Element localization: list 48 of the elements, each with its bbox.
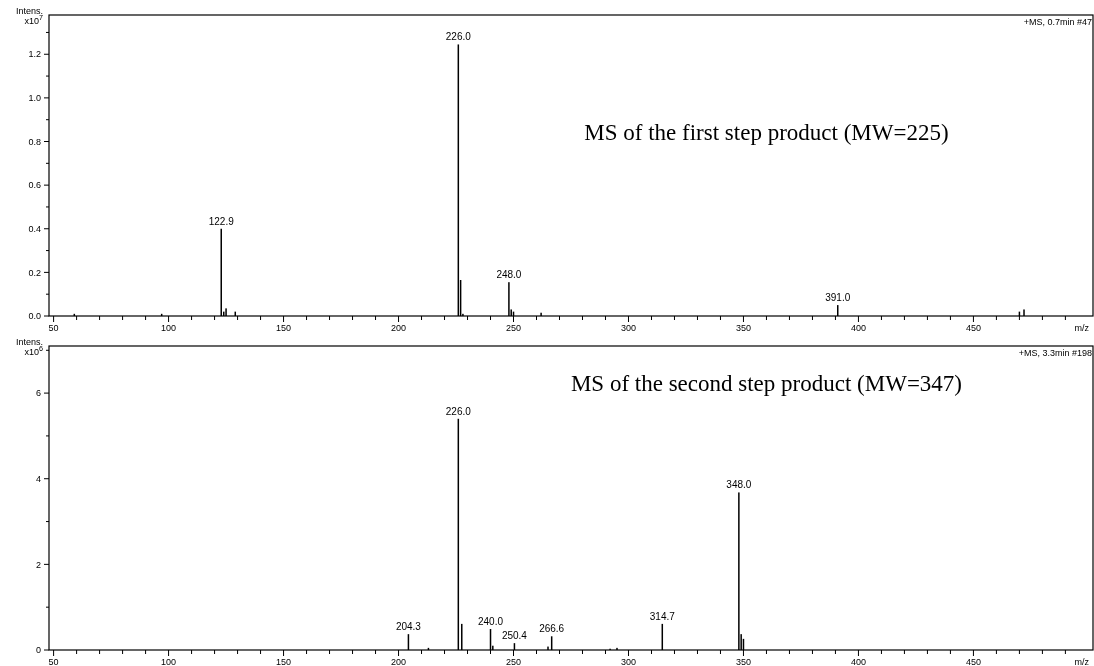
chart-subtitle: +MS, 0.7min #47 [1023, 17, 1092, 27]
y-tick-label: 1.2 [28, 49, 41, 60]
y-tick-label: 0.4 [28, 223, 41, 234]
annotation: 314.7 [649, 610, 676, 622]
annotation: 391.0 [825, 292, 851, 304]
y-tick-label: 1.0 [28, 93, 41, 104]
annotation: 250.4 [501, 630, 528, 642]
x-tick-label: 50 [48, 323, 59, 333]
chart-subtitle: +MS, 3.3min #198 [1018, 348, 1092, 358]
annotation: 266.6 [539, 623, 565, 635]
y-tick-label: 6 [35, 388, 41, 399]
annotation: 204.3 [395, 621, 422, 633]
text: MS of the first step product (MW=225) [584, 120, 949, 145]
x-tick-label: 450 [965, 657, 981, 666]
annotation: 348.0 [726, 479, 752, 491]
x-tick-label: 400 [850, 323, 866, 333]
x-tick-label: 300 [620, 323, 636, 333]
y-tick-label: 0.2 [28, 267, 41, 278]
y-tick-label: 0.6 [28, 180, 41, 191]
x-tick-label: 450 [965, 323, 981, 333]
x-tick-label: 150 [276, 323, 292, 333]
y-axis-title: Intens. x10$^{7}$ [15, 6, 43, 27]
x-tick-label: 100 [161, 323, 177, 333]
annotation: 240.0 [478, 616, 504, 628]
y-tick-label: 0 [35, 645, 41, 656]
x-tick-label: 50 [48, 657, 59, 666]
x-tick-label: 350 [735, 323, 751, 333]
annotation: 226.0 [445, 31, 472, 43]
x-tick-label: 350 [735, 657, 751, 666]
y-tick-label: 0.0 [28, 311, 41, 322]
x-tick-label: 250 [506, 657, 522, 666]
text: MS of the second step product (MW=347) [570, 371, 963, 396]
x-axis-title: m/z [1074, 323, 1090, 333]
x-tick-label: 100 [161, 657, 177, 666]
annotation: 248.0 [496, 269, 522, 281]
x-axis-title: m/z [1074, 657, 1090, 666]
x-tick-label: 300 [620, 657, 636, 666]
x-tick-label: 200 [391, 657, 407, 666]
annotation: 122.9 [208, 215, 235, 227]
y-tick-label: 0.8 [28, 136, 41, 147]
y-tick-label: 2 [35, 559, 41, 570]
x-tick-label: 150 [276, 657, 292, 666]
y-axis-title: Intens. x10$^{6}$ [15, 337, 43, 358]
y-tick-label: 4 [35, 473, 41, 484]
x-tick-label: 400 [850, 657, 866, 666]
annotation: 226.0 [445, 405, 472, 417]
x-tick-label: 200 [391, 323, 407, 333]
x-tick-label: 250 [506, 323, 522, 333]
